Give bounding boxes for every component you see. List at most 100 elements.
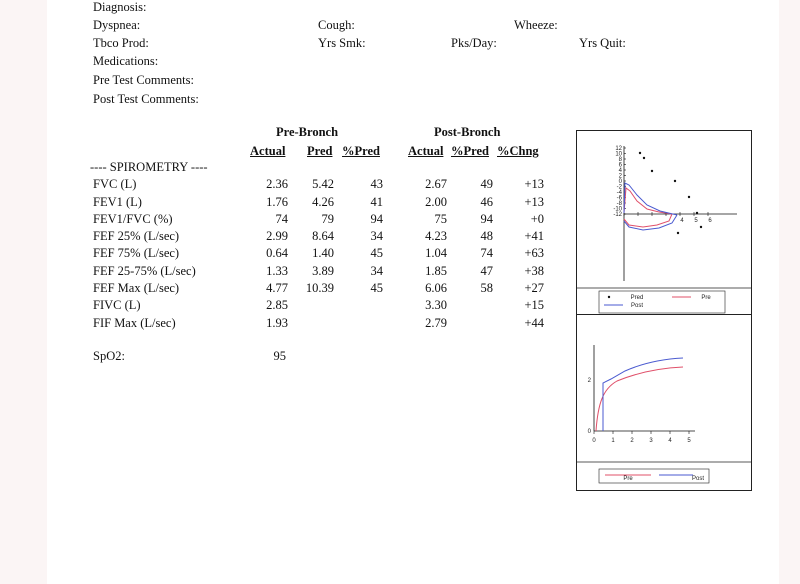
post-actual-cell: 3.30 — [425, 298, 447, 312]
post-actual-cell: 2.67 — [425, 177, 447, 191]
pred-cell: 3.89 — [312, 264, 334, 278]
pct-pred-cell: 45 — [370, 281, 384, 295]
flow-volume-chart: 12 10 8 6 4 2 0 -2 -4 -6 -8 -10 -12 4 5 6 Pred Pre Post — [576, 130, 752, 316]
pre-actual-cell: 2.85 — [266, 298, 288, 312]
post-pct-pred-cell: 46 — [480, 195, 494, 209]
row-label: FEF Max (L/sec) — [93, 281, 180, 295]
tbco-prod-label: Tbco Prod: — [93, 36, 149, 50]
vt-y-tick-label: 0 — [588, 429, 592, 435]
fv-legend-pred-label: Pred — [631, 295, 644, 301]
post-pct-pred-cell: 48 — [480, 229, 494, 243]
pre-actual-cell: 1.33 — [266, 264, 288, 278]
spo2-label: SpO2: — [93, 349, 125, 363]
row-label: FIVC (L) — [93, 298, 141, 312]
post-pct-pred-cell: 58 — [480, 281, 494, 295]
fv-x-tick-label: 4 — [680, 218, 684, 224]
fv-x-tick-label: 5 — [694, 218, 698, 224]
post-actual-cell: 1.85 — [425, 264, 447, 278]
wheeze-label: Wheeze: — [514, 18, 558, 32]
vt-x-tick-label: 5 — [687, 438, 691, 444]
fv-y-tick-label: 6 — [619, 163, 623, 169]
pct-chng-cell: +63 — [524, 246, 544, 260]
fv-y-tick-label: -2 — [617, 185, 623, 191]
pct-chng-cell: +13 — [524, 195, 544, 209]
col-pct-chng: %Chng — [497, 144, 539, 158]
fv-legend-box — [598, 290, 726, 314]
post-actual-cell: 6.06 — [425, 281, 447, 295]
pre-test-comments-label: Pre Test Comments: — [93, 73, 194, 87]
vt-legend-pre-label: Pre — [623, 476, 633, 482]
vt-post-curve — [602, 357, 684, 431]
post-actual-cell: 2.00 — [425, 195, 447, 209]
pre-actual-cell: 74 — [275, 212, 289, 226]
pre-actual-cell: 0.64 — [266, 246, 288, 260]
vt-legend-post-label: Post — [692, 476, 704, 482]
fv-y-tick-label: -8 — [617, 201, 623, 207]
vt-x-tick-label: 3 — [649, 438, 653, 444]
post-pct-pred-cell: 49 — [480, 177, 494, 191]
vt-legend-box — [598, 468, 710, 484]
vt-x-tick-label: 2 — [630, 438, 634, 444]
pct-pred-cell: 43 — [370, 177, 384, 191]
fv-y-tick-label: -4 — [617, 190, 623, 196]
vt-pre-curve — [595, 366, 684, 432]
row-label: FEV1/FVC (%) — [93, 212, 173, 226]
pct-chng-cell: +38 — [524, 264, 544, 278]
spirometry-section-label: ---- SPIROMETRY ---- — [90, 160, 208, 174]
col-post-actual: Actual — [408, 144, 444, 158]
pre-actual-cell: 4.77 — [266, 281, 288, 295]
pred-cell: 8.64 — [312, 229, 334, 243]
post-pct-pred-cell: 94 — [480, 212, 494, 226]
pct-chng-cell: +15 — [524, 298, 544, 312]
volume-time-chart: 2 0 0 1 2 3 4 5 Pre Post — [576, 314, 752, 491]
pct-pred-cell: 94 — [370, 212, 384, 226]
pred-cell: 79 — [321, 212, 335, 226]
yrs-quit-label: Yrs Quit: — [579, 36, 626, 50]
volume-time-svg: 2 00 1 2 3 4 5 Pre Post — [577, 345, 751, 484]
fv-pred-point — [673, 179, 677, 183]
fv-legend-post-label: Post — [631, 303, 643, 309]
fv-pred-point — [676, 231, 680, 235]
pct-pred-cell: 34 — [370, 229, 384, 243]
pks-day-label: Pks/Day: — [451, 36, 497, 50]
fv-pred-point — [695, 211, 699, 215]
post-bronch-heading: Post-Bronch — [434, 125, 501, 139]
vt-x-tick-label: 1 — [611, 438, 615, 444]
fv-y-tick-label: 10 — [615, 152, 622, 158]
vt-y-tick-label: 2 — [588, 378, 592, 384]
fv-y-tick-label: 2 — [619, 174, 623, 180]
fv-x-tick-label: 6 — [708, 218, 712, 224]
pct-chng-cell: +0 — [530, 212, 544, 226]
col-pct-pred: %Pred — [342, 144, 380, 158]
fv-y-tick-label: 8 — [619, 157, 623, 163]
pct-pred-cell: 41 — [370, 195, 384, 209]
fv-y-tick-label: 0 — [619, 179, 623, 185]
col-pre-actual: Actual — [250, 144, 286, 158]
post-actual-cell: 75 — [434, 212, 448, 226]
fv-y-tick-label: -12 — [613, 212, 622, 218]
dyspnea-label: Dyspnea: — [93, 18, 141, 32]
pred-cell: 1.40 — [312, 246, 334, 260]
fv-legend-pred-marker — [607, 295, 611, 299]
pct-chng-cell: +27 — [524, 281, 544, 295]
post-pct-pred-cell: 47 — [480, 264, 494, 278]
pred-cell: 10.39 — [305, 281, 334, 295]
post-actual-cell: 4.23 — [425, 229, 447, 243]
row-label: FEF 25% (L/sec) — [93, 229, 180, 243]
pct-pred-cell: 34 — [370, 264, 384, 278]
fv-y-tick-label: 12 — [615, 146, 622, 152]
vt-x-tick-label: 4 — [668, 438, 672, 444]
row-label: FEF 25-75% (L/sec) — [93, 264, 196, 278]
row-label: FEV1 (L) — [93, 195, 142, 209]
pred-cell: 5.42 — [312, 177, 334, 191]
post-actual-cell: 1.04 — [425, 246, 447, 260]
fv-pred-point — [642, 156, 646, 160]
vt-x-tick-label: 0 — [592, 438, 596, 444]
pre-actual-cell: 2.99 — [266, 229, 288, 243]
fv-y-tick-label: -6 — [617, 196, 623, 202]
col-pred: Pred — [307, 144, 333, 158]
pct-chng-cell: +41 — [524, 229, 544, 243]
fv-pred-point — [638, 151, 642, 155]
fv-pred-point — [699, 225, 703, 229]
